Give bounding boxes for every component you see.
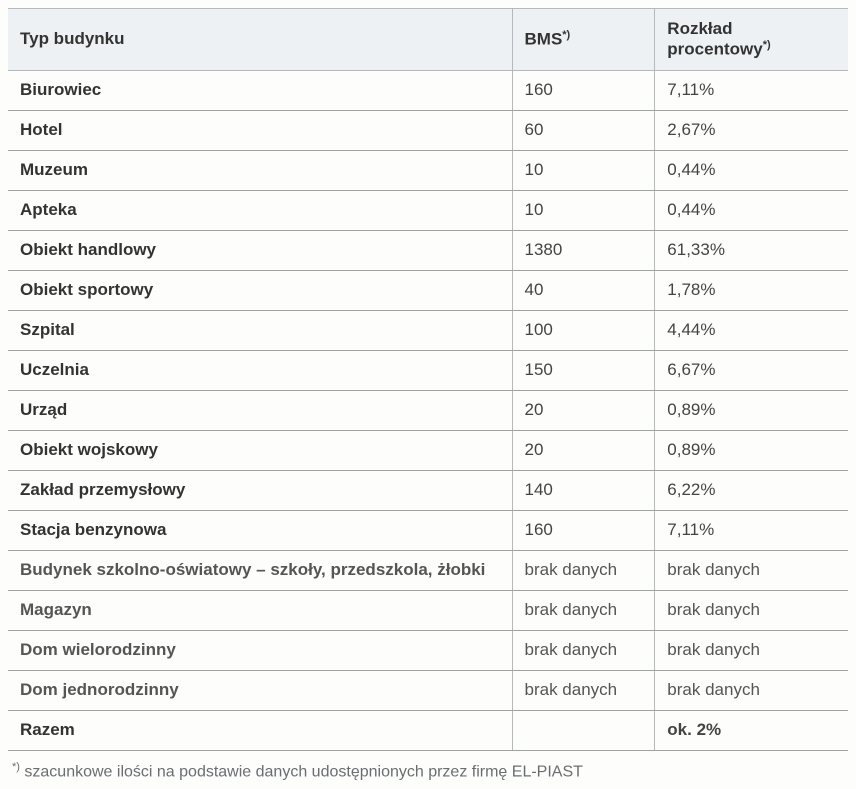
- header-type: Typ budynku: [8, 9, 512, 71]
- cell-dist: 7,11%: [655, 70, 848, 110]
- table-header-row: Typ budynku BMS*) Rozkład procentowy*): [8, 9, 848, 71]
- cell-type: Dom wielorodzinny: [8, 630, 512, 670]
- table-row: Hotel602,67%: [8, 110, 848, 150]
- table-row: Magazynbrak danychbrak danych: [8, 590, 848, 630]
- table-row: Obiekt handlowy138061,33%: [8, 230, 848, 270]
- cell-dist: 0,44%: [655, 150, 848, 190]
- cell-dist: 6,22%: [655, 470, 848, 510]
- footnote-sup: *): [12, 761, 20, 773]
- cell-type: Obiekt wojskowy: [8, 430, 512, 470]
- cell-dist: 0,44%: [655, 190, 848, 230]
- cell-dist-total: ok. 2%: [655, 710, 848, 750]
- cell-dist: brak danych: [655, 670, 848, 710]
- table-row: Biurowiec1607,11%: [8, 70, 848, 110]
- cell-bms: 140: [512, 470, 655, 510]
- cell-dist: brak danych: [655, 590, 848, 630]
- cell-dist: brak danych: [655, 630, 848, 670]
- cell-type: Uczelnia: [8, 350, 512, 390]
- cell-type: Obiekt handlowy: [8, 230, 512, 270]
- cell-bms: 20: [512, 430, 655, 470]
- cell-dist: brak danych: [655, 550, 848, 590]
- cell-type: Muzeum: [8, 150, 512, 190]
- cell-bms: 100: [512, 310, 655, 350]
- cell-bms: brak danych: [512, 590, 655, 630]
- footnote-text: szacunkowe ilości na podstawie danych ud…: [20, 763, 583, 780]
- cell-bms: 160: [512, 70, 655, 110]
- cell-type: Stacja benzynowa: [8, 510, 512, 550]
- cell-dist: 1,78%: [655, 270, 848, 310]
- table-body: Biurowiec1607,11%Hotel602,67%Muzeum100,4…: [8, 70, 848, 750]
- table-row: Dom wielorodzinnybrak danychbrak danych: [8, 630, 848, 670]
- cell-bms: 20: [512, 390, 655, 430]
- cell-dist: 0,89%: [655, 390, 848, 430]
- table-row: Budynek szkolno-oświatowy – szkoły, prze…: [8, 550, 848, 590]
- cell-dist: 0,89%: [655, 430, 848, 470]
- cell-bms: 150: [512, 350, 655, 390]
- cell-type: Obiekt sportowy: [8, 270, 512, 310]
- building-types-table: Typ budynku BMS*) Rozkład procentowy*) B…: [8, 8, 848, 751]
- cell-bms: brak danych: [512, 630, 655, 670]
- header-bms-sup: *): [562, 29, 570, 41]
- cell-bms: brak danych: [512, 670, 655, 710]
- table-row: Szpital1004,44%: [8, 310, 848, 350]
- header-dist-sup: *): [763, 39, 771, 51]
- table-row: Apteka100,44%: [8, 190, 848, 230]
- table-row: Muzeum100,44%: [8, 150, 848, 190]
- cell-type: Biurowiec: [8, 70, 512, 110]
- cell-bms: 160: [512, 510, 655, 550]
- cell-bms: brak danych: [512, 550, 655, 590]
- cell-dist: 7,11%: [655, 510, 848, 550]
- header-type-label: Typ budynku: [20, 29, 125, 48]
- cell-bms: 60: [512, 110, 655, 150]
- table-row-total: Razem ok. 2%: [8, 710, 848, 750]
- cell-type: Dom jednorodzinny: [8, 670, 512, 710]
- header-bms: BMS*): [512, 9, 655, 71]
- cell-bms: 10: [512, 150, 655, 190]
- table-row: Zakład przemysłowy1406,22%: [8, 470, 848, 510]
- cell-type: Urząd: [8, 390, 512, 430]
- cell-type: Hotel: [8, 110, 512, 150]
- cell-type: Magazyn: [8, 590, 512, 630]
- table-row: Urząd200,89%: [8, 390, 848, 430]
- cell-dist: 4,44%: [655, 310, 848, 350]
- cell-dist: 2,67%: [655, 110, 848, 150]
- table-row: Obiekt wojskowy200,89%: [8, 430, 848, 470]
- table-row: Uczelnia1506,67%: [8, 350, 848, 390]
- cell-type: Apteka: [8, 190, 512, 230]
- cell-type: Budynek szkolno-oświatowy – szkoły, prze…: [8, 550, 512, 590]
- footnote: *) szacunkowe ilości na podstawie danych…: [8, 751, 848, 781]
- header-dist: Rozkład procentowy*): [655, 9, 848, 71]
- header-bms-label: BMS: [525, 30, 563, 49]
- table-row: Obiekt sportowy401,78%: [8, 270, 848, 310]
- cell-bms-total: [512, 710, 655, 750]
- cell-type: Zakład przemysłowy: [8, 470, 512, 510]
- table-row: Dom jednorodzinnybrak danychbrak danych: [8, 670, 848, 710]
- header-dist-label: Rozkład procentowy: [667, 19, 762, 59]
- cell-bms: 1380: [512, 230, 655, 270]
- cell-type: Szpital: [8, 310, 512, 350]
- cell-dist: 6,67%: [655, 350, 848, 390]
- cell-dist: 61,33%: [655, 230, 848, 270]
- table-row: Stacja benzynowa1607,11%: [8, 510, 848, 550]
- cell-bms: 10: [512, 190, 655, 230]
- cell-bms: 40: [512, 270, 655, 310]
- cell-type-total: Razem: [8, 710, 512, 750]
